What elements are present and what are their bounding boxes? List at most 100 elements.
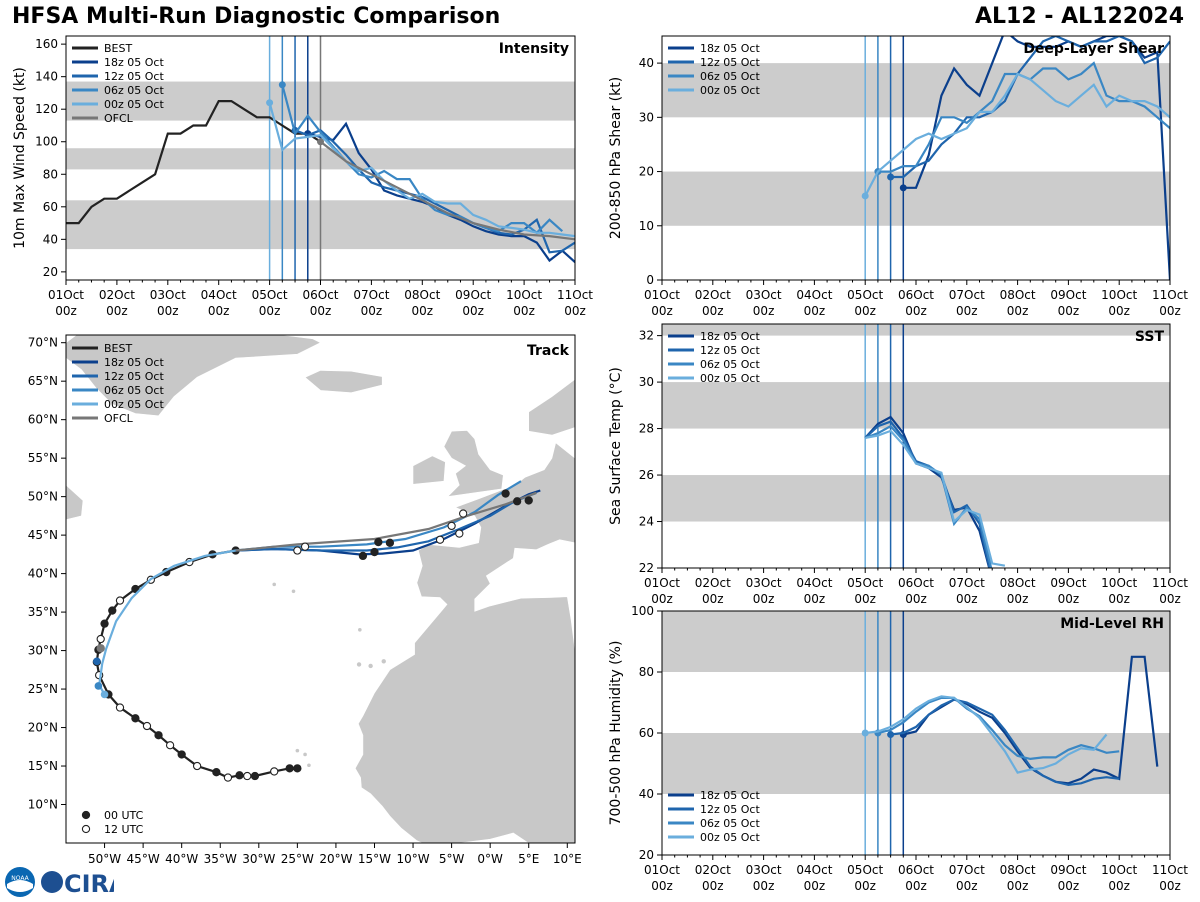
threshold-band — [662, 171, 1170, 226]
noaa-text: NOAA — [11, 875, 29, 882]
x-tick-label: 01Oct — [644, 576, 680, 590]
lon-tick-label: 30°W — [242, 852, 275, 865]
y-tick-label: 160 — [35, 37, 58, 51]
lat-tick-label: 10°N — [28, 798, 58, 812]
legend-label: 12z 05 Oct — [700, 56, 760, 69]
y-tick-label: 60 — [43, 200, 58, 214]
x-tick-label: 09Oct — [1050, 576, 1086, 590]
island-land — [303, 752, 307, 757]
x-tick-hour: 00z — [651, 879, 673, 893]
x-tick-label: 10Oct — [1101, 576, 1137, 590]
great-britain-land — [443, 430, 504, 498]
lat-tick-label: 40°N — [28, 567, 58, 581]
x-tick-hour: 00z — [905, 879, 927, 893]
track-line — [235, 491, 537, 552]
track-position-marker — [250, 771, 260, 781]
x-tick-hour: 00z — [1159, 879, 1181, 893]
y-tick-label: 120 — [35, 102, 58, 116]
legend-label: 12z 05 Oct — [700, 803, 760, 816]
x-tick-hour: 00z — [259, 304, 281, 318]
greenland-land — [66, 335, 322, 417]
y-tick-label: 20 — [639, 165, 654, 179]
series-init-marker — [266, 99, 274, 107]
x-tick-label: 05Oct — [847, 288, 883, 302]
x-tick-label: 01Oct — [644, 288, 680, 302]
scandinavia-land — [528, 378, 575, 436]
ofcl-start-marker — [96, 644, 105, 653]
x-tick-hour: 00z — [1159, 592, 1181, 606]
x-tick-hour: 00z — [1007, 592, 1029, 606]
x-tick-label: 02Oct — [695, 288, 731, 302]
x-tick-label: 07Oct — [353, 288, 389, 302]
lon-tick-label: 10°E — [553, 852, 582, 865]
x-tick-hour: 00z — [905, 592, 927, 606]
x-tick-hour: 00z — [106, 304, 128, 318]
y-tick-label: 60 — [639, 726, 654, 740]
island-land — [295, 748, 300, 753]
x-tick-label: 11Oct — [1152, 863, 1188, 877]
sst-chart: 01Oct 00z 02Oct 00z 03Oct 00z 04Oct 00z 05Oct 00z… — [608, 323, 1188, 606]
island-land — [272, 582, 277, 587]
legend-label: BEST — [104, 42, 132, 55]
x-tick-label: 05Oct — [252, 288, 288, 302]
island-land — [291, 589, 296, 594]
threshold-band — [662, 324, 1170, 336]
storm-id: AL12 - AL122024 — [975, 4, 1184, 29]
lat-tick-label: 45°N — [28, 528, 58, 542]
series-line — [281, 84, 564, 235]
x-tick-hour: 00z — [513, 304, 535, 318]
y-tick-label: 30 — [639, 375, 654, 389]
series-line — [865, 695, 1108, 774]
track-position-marker — [192, 761, 202, 771]
x-tick-hour: 00z — [702, 879, 724, 893]
track-position-marker — [293, 764, 302, 773]
y-tick-label: 10 — [639, 219, 654, 233]
rh-chart: 01Oct 00z 02Oct 00z 03Oct 00z 04Oct 00z 05Oct 00z… — [608, 605, 1188, 893]
x-tick-hour: 00z — [905, 304, 927, 318]
x-tick-label: 10Oct — [506, 288, 542, 302]
x-tick-hour: 00z — [702, 592, 724, 606]
lat-tick-label: 65°N — [28, 374, 58, 388]
panel-title: SST — [1135, 329, 1165, 345]
track-position-marker — [235, 771, 244, 780]
x-tick-label: 06Oct — [898, 288, 934, 302]
lat-tick-label: 50°N — [28, 490, 58, 504]
cira-text: CIRA — [64, 870, 114, 898]
track-position-marker — [270, 767, 279, 776]
x-tick-hour: 00z — [1058, 879, 1080, 893]
lon-tick-label: 5°E — [518, 852, 539, 865]
legend-label: 18z 05 Oct — [700, 330, 760, 343]
track-position-marker — [154, 731, 163, 740]
track-position-marker — [447, 521, 456, 531]
track-position-marker — [358, 551, 368, 561]
marker-legend-label: 00 UTC — [104, 809, 144, 822]
map-frame — [65, 334, 576, 844]
x-tick-hour: 00z — [956, 304, 978, 318]
legend-label: 06z 05 Oct — [700, 817, 760, 830]
island-land — [307, 763, 311, 768]
lon-tick-label: 40°W — [165, 852, 198, 865]
lon-tick-label: 50°W — [88, 852, 121, 865]
series-line — [864, 429, 1006, 567]
series-line — [864, 72, 1170, 197]
lat-tick-label: 60°N — [28, 413, 58, 427]
series-init-marker — [861, 729, 869, 737]
x-tick-label: 02Oct — [695, 576, 731, 590]
series-line — [903, 36, 1170, 280]
track-position-marker — [177, 750, 186, 759]
map-area — [66, 335, 575, 843]
x-tick-hour: 00z — [854, 879, 876, 893]
legend-label: 00z 05 Oct — [104, 398, 164, 411]
y-axis-label: 200-850 hPa Shear (kt) — [608, 77, 624, 239]
lon-tick-label: 5°W — [439, 852, 465, 865]
x-tick-hour: 00z — [651, 304, 673, 318]
island-land — [358, 627, 362, 632]
island-land — [356, 662, 362, 667]
legend-label: 18z 05 Oct — [104, 56, 164, 69]
x-tick-hour: 00z — [361, 304, 383, 318]
iceland-land — [304, 370, 383, 394]
series-line — [890, 698, 1120, 787]
island-land — [381, 659, 386, 664]
x-tick-hour: 00z — [804, 304, 826, 318]
track-position-marker — [131, 714, 140, 723]
